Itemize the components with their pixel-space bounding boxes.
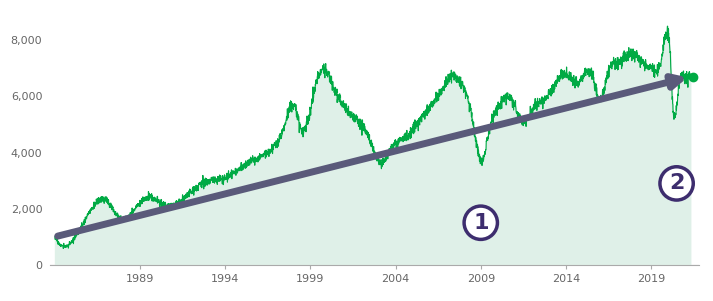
Text: 2: 2 bbox=[669, 173, 684, 194]
Text: 1: 1 bbox=[473, 213, 488, 233]
